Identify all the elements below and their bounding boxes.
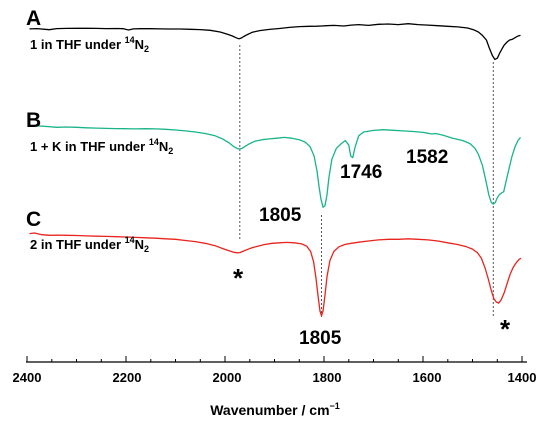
series-line-c	[29, 232, 522, 317]
sample-label-b-element: N	[159, 139, 168, 154]
x-tick-label-1600: 1600	[413, 370, 442, 385]
sample-label-a: 1 in THF under 14N2	[30, 35, 149, 54]
reference-lines	[239, 45, 494, 318]
sample-label-a-isotope: 14	[125, 35, 135, 45]
peak-label-b-1746: 1746	[340, 162, 382, 183]
sample-label-b-isotope: 14	[149, 137, 159, 147]
sample-label-c-main: 2 in THF under	[30, 237, 125, 252]
star-marker-1970: *	[233, 263, 244, 293]
x-tick-label-1800: 1800	[313, 370, 342, 385]
sample-label-c-subscript: 2	[144, 244, 149, 254]
x-axis-tick-labels: 2400 2200 2000 1800 1600 1400	[13, 370, 537, 385]
x-axis-title-superscript: −1	[330, 401, 340, 411]
sample-label-a-main: 1 in THF under	[30, 37, 125, 52]
panel-letter-a: A	[26, 7, 41, 30]
x-tick-label-1400: 1400	[508, 370, 537, 385]
x-axis-title: Wavenumber / cm−1	[210, 401, 340, 418]
sample-label-b-subscript: 2	[168, 146, 173, 156]
sample-label-b: 1 + K in THF under 14N2	[30, 137, 173, 156]
x-axis-ticks	[26, 356, 523, 362]
peak-label-b-1805: 1805	[259, 205, 302, 226]
series-line-b	[29, 125, 522, 208]
sample-label-a-element: N	[135, 37, 144, 52]
x-axis-title-text: Wavenumber / cm	[210, 402, 329, 418]
x-tick-label-2000: 2000	[213, 370, 242, 385]
sample-label-a-subscript: 2	[144, 44, 149, 54]
sample-label-b-main: 1 + K in THF under	[30, 139, 149, 154]
x-tick-label-2400: 2400	[13, 370, 42, 385]
sample-label-c-isotope: 14	[125, 235, 135, 245]
series-line-a	[29, 23, 521, 61]
star-marker-1440: *	[500, 314, 511, 344]
peak-label-c-1805: 1805	[299, 328, 342, 349]
sample-label-c: 2 in THF under 14N2	[30, 235, 149, 254]
x-tick-label-2200: 2200	[113, 370, 142, 385]
peak-label-b-1582: 1582	[406, 147, 448, 168]
spectra-series	[29, 23, 522, 317]
panel-letter-b: B	[26, 109, 41, 132]
panel-letter-c: C	[26, 208, 41, 231]
sample-label-c-element: N	[135, 237, 144, 252]
